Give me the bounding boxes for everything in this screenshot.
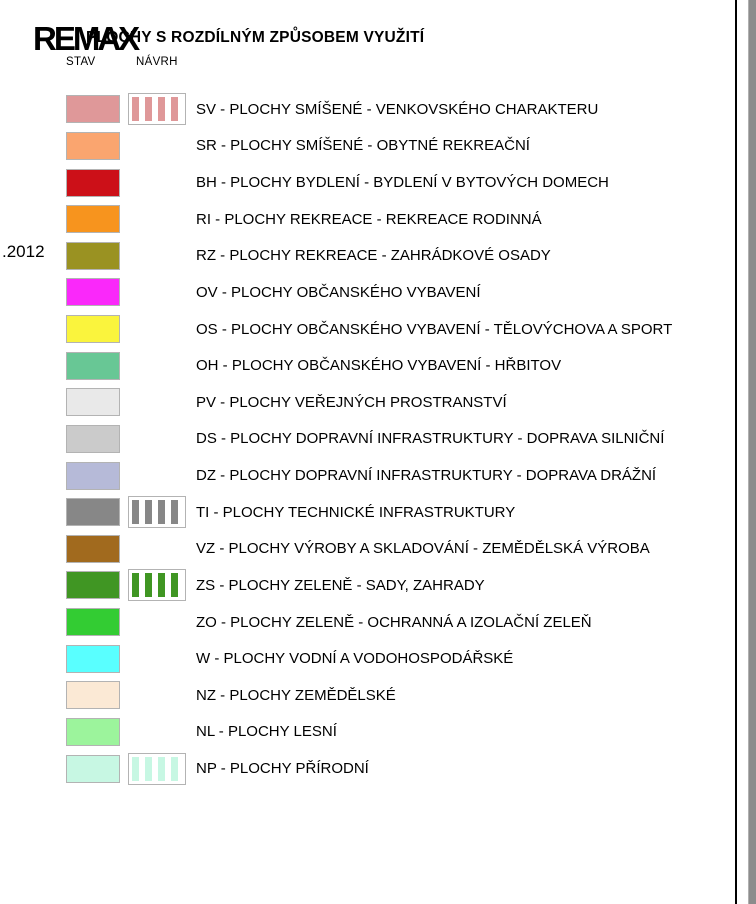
legend-label: W - PLOCHY VODNÍ A VODOHOSPODÁŘSKÉ: [196, 650, 514, 668]
stripe-pattern: [132, 97, 182, 122]
legend-row: NZ - PLOCHY ZEMĚDĚLSKÉ: [66, 677, 726, 714]
stripe-pattern: [132, 500, 182, 525]
legend-label: NP - PLOCHY PŘÍRODNÍ: [196, 760, 369, 778]
legend-row: ZO - PLOCHY ZELENĚ - OCHRANNÁ A IZOLAČNÍ…: [66, 604, 726, 641]
legend-rows: SV - PLOCHY SMÍŠENÉ - VENKOVSKÉHO CHARAK…: [66, 91, 726, 787]
stav-color-swatch: [66, 205, 120, 234]
legend-label: NZ - PLOCHY ZEMĚDĚLSKÉ: [196, 686, 396, 704]
stav-color-swatch: [66, 534, 120, 563]
stav-color-swatch: [66, 315, 120, 344]
stav-color-swatch: [66, 95, 120, 124]
legend-label: ZS - PLOCHY ZELENĚ - SADY, ZAHRADY: [196, 576, 485, 594]
legend-row: BH - PLOCHY BYDLENÍ - BYDLENÍ V BYTOVÝCH…: [66, 164, 726, 201]
legend-label: RZ - PLOCHY REKREACE - ZAHRÁDKOVÉ OSADY: [196, 247, 551, 265]
legend-row: RI - PLOCHY REKREACE - REKREACE RODINNÁ: [66, 201, 726, 238]
legend-row: SR - PLOCHY SMÍŠENÉ - OBYTNÉ REKREAČNÍ: [66, 128, 726, 165]
legend-row: VZ - PLOCHY VÝROBY A SKLADOVÁNÍ - ZEMĚDĚ…: [66, 531, 726, 568]
legend-row: ZS - PLOCHY ZELENĚ - SADY, ZAHRADY: [66, 567, 726, 604]
legend-row: OV - PLOCHY OBČANSKÉHO VYBAVENÍ: [66, 274, 726, 311]
legend-label: ZO - PLOCHY ZELENĚ - OCHRANNÁ A IZOLAČNÍ…: [196, 613, 592, 631]
legend-label: OV - PLOCHY OBČANSKÉHO VYBAVENÍ: [196, 283, 481, 301]
stav-color-swatch: [66, 717, 120, 746]
stav-color-swatch: [66, 681, 120, 710]
stav-color-swatch: [66, 424, 120, 453]
stripe-pattern: [132, 756, 182, 781]
stav-color-swatch: [66, 461, 120, 490]
column-header-navrh: NÁVRH: [136, 56, 178, 68]
stav-color-swatch: [66, 571, 120, 600]
legend-label: OS - PLOCHY OBČANSKÉHO VYBAVENÍ - TĚLOVÝ…: [196, 320, 673, 338]
legend-label: SR - PLOCHY SMÍŠENÉ - OBYTNÉ REKREAČNÍ: [196, 137, 530, 155]
remax-logo: REMAX: [33, 20, 140, 57]
legend-label: VZ - PLOCHY VÝROBY A SKLADOVÁNÍ - ZEMĚDĚ…: [196, 540, 650, 558]
legend-label: SV - PLOCHY SMÍŠENÉ - VENKOVSKÉHO CHARAK…: [196, 100, 599, 118]
legend-label: BH - PLOCHY BYDLENÍ - BYDLENÍ V BYTOVÝCH…: [196, 174, 609, 192]
stav-color-swatch: [66, 351, 120, 380]
stav-color-swatch: [66, 241, 120, 270]
stav-color-swatch: [66, 388, 120, 417]
legend-row: NP - PLOCHY PŘÍRODNÍ: [66, 750, 726, 787]
date-fragment: .2012: [2, 242, 45, 261]
legend-label: NL - PLOCHY LESNÍ: [196, 723, 337, 741]
legend-row: NL - PLOCHY LESNÍ: [66, 714, 726, 751]
navrh-striped-swatch: [128, 569, 186, 602]
stav-color-swatch: [66, 168, 120, 197]
navrh-striped-swatch: [128, 752, 186, 785]
legend-label: OH - PLOCHY OBČANSKÉHO VYBAVENÍ - HŘBITO…: [196, 357, 562, 375]
legend-row: OH - PLOCHY OBČANSKÉHO VYBAVENÍ - HŘBITO…: [66, 347, 726, 384]
stav-color-swatch: [66, 131, 120, 160]
legend-row: OS - PLOCHY OBČANSKÉHO VYBAVENÍ - TĚLOVÝ…: [66, 311, 726, 348]
legend-label: DS - PLOCHY DOPRAVNÍ INFRASTRUKTURY - DO…: [196, 430, 665, 448]
stripe-pattern: [132, 573, 182, 598]
legend-label: PV - PLOCHY VEŘEJNÝCH PROSTRANSTVÍ: [196, 393, 507, 411]
legend-row: DS - PLOCHY DOPRAVNÍ INFRASTRUKTURY - DO…: [66, 421, 726, 458]
column-header-stav: STAV: [66, 56, 96, 68]
legend-row: SV - PLOCHY SMÍŠENÉ - VENKOVSKÉHO CHARAK…: [66, 91, 726, 128]
stav-color-swatch: [66, 498, 120, 527]
stav-color-swatch: [66, 644, 120, 673]
legend-label: RI - PLOCHY REKREACE - REKREACE RODINNÁ: [196, 210, 542, 228]
stav-color-swatch: [66, 608, 120, 637]
page-title: PLOCHY S ROZDÍLNÝM ZPŮSOBEM VYUŽITÍ: [86, 29, 425, 46]
scrollbar[interactable]: [748, 0, 756, 904]
legend-row: W - PLOCHY VODNÍ A VODOHOSPODÁŘSKÉ: [66, 640, 726, 677]
legend-row: DZ - PLOCHY DOPRAVNÍ INFRASTRUKTURY - DO…: [66, 457, 726, 494]
stav-color-swatch: [66, 278, 120, 307]
legend-row: RZ - PLOCHY REKREACE - ZAHRÁDKOVÉ OSADY: [66, 238, 726, 275]
stav-color-swatch: [66, 754, 120, 783]
legend-row: TI - PLOCHY TECHNICKÉ INFRASTRUKTURY: [66, 494, 726, 531]
legend-row: PV - PLOCHY VEŘEJNÝCH PROSTRANSTVÍ: [66, 384, 726, 421]
legend-label: TI - PLOCHY TECHNICKÉ INFRASTRUKTURY: [196, 503, 516, 521]
page-border-line: [735, 0, 737, 904]
navrh-striped-swatch: [128, 496, 186, 529]
navrh-striped-swatch: [128, 93, 186, 126]
legend-label: DZ - PLOCHY DOPRAVNÍ INFRASTRUKTURY - DO…: [196, 467, 657, 485]
